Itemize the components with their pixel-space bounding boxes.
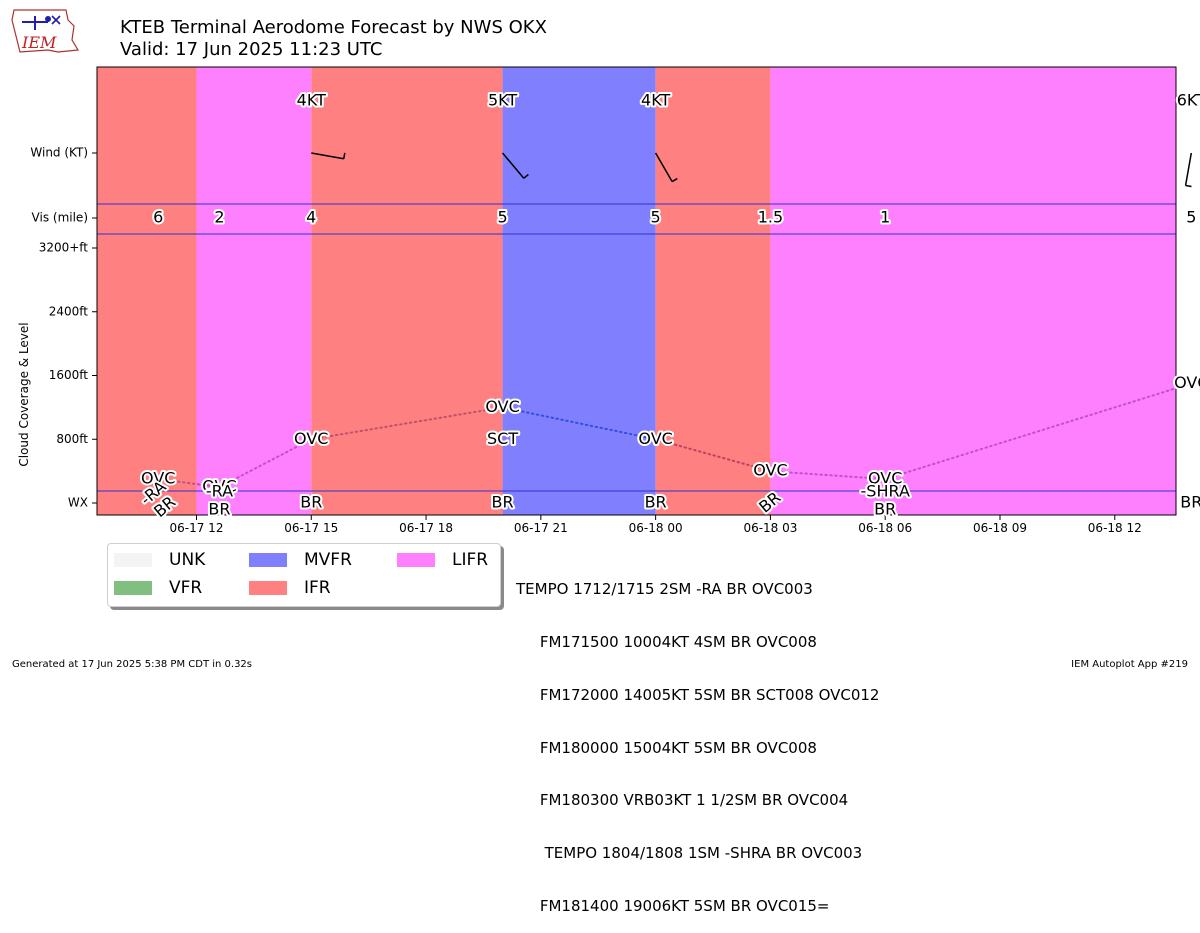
wind-speed-label: 5KT	[488, 91, 517, 110]
wind-barb-flag	[343, 152, 346, 159]
taf-line: FM180300 VRB03KT 1 1/2SM BR OVC004	[516, 791, 849, 810]
x-tick-label: 06-17 21	[514, 521, 568, 535]
wind-speed-label: 4KT	[641, 91, 670, 110]
wind-barb-flag	[523, 173, 529, 179]
taf-line: FM180000 15004KT 5SM BR OVC008	[516, 738, 817, 757]
legend-swatch-unk	[114, 553, 152, 567]
cloud-label: SCT	[487, 429, 518, 448]
cloud-level-line	[218, 438, 313, 489]
legend-label-mvfr: MVFR	[304, 550, 352, 570]
weather-label: BR	[492, 493, 514, 512]
wind-barb-flag	[1185, 184, 1192, 188]
chart-title: KTEB Terminal Aerodome Forecast by NWS O…	[120, 17, 547, 61]
vis-row-label: Vis (mile)	[32, 211, 88, 225]
visibility-label: 5	[651, 208, 661, 227]
wind-row-label: Wind (KT)	[30, 146, 88, 160]
title-line-2: Valid: 17 Jun 2025 11:23 UTC	[120, 39, 383, 60]
cloud-label: OVC	[141, 469, 175, 488]
visibility-label: 5	[497, 208, 507, 227]
weather-label: BR	[1180, 493, 1200, 512]
wind-barb-flag	[671, 177, 678, 183]
cloud-level-line	[884, 382, 1193, 481]
wind-barb	[654, 152, 673, 182]
x-tick-label: 06-17 12	[170, 521, 224, 535]
app-note: IEM Autoplot App #219	[1071, 659, 1188, 670]
visibility-label: 2	[214, 208, 224, 227]
wind-speed-label: 4KT	[297, 91, 326, 110]
wx-row-label: WX	[68, 496, 88, 510]
cloud-level-line	[501, 406, 657, 441]
taf-chart: Wind (KT) Vis (mile) WX 3200+ft 2400ft 1600ft…	[17, 66, 1200, 535]
iem-logo: IEM	[11, 9, 80, 53]
flight-category-band	[311, 67, 503, 515]
flight-category-band	[97, 67, 197, 515]
legend-label-vfr: VFR	[169, 578, 203, 598]
taf-line: FM181400 19006KT 5SM BR OVC015=	[516, 896, 830, 915]
cloud-level-line	[310, 406, 504, 441]
x-tick-label: 06-17 18	[399, 521, 453, 535]
cloud-level-line	[654, 438, 772, 473]
weather-label: BR	[645, 493, 667, 512]
legend-swatch-mvfr	[249, 553, 287, 567]
x-tick-label: 06-18 09	[973, 521, 1027, 535]
weather-label: BR	[874, 500, 896, 519]
taf-line: TEMPO 1804/1808 1SM -SHRA BR OVC003	[516, 844, 863, 863]
flight-category-band	[196, 67, 312, 515]
visibility-label: 1.5	[758, 208, 783, 227]
wind-barb	[502, 152, 525, 179]
weather-label: -RA	[206, 482, 233, 501]
cloud-label: OVC	[753, 461, 787, 480]
flight-category-band	[655, 67, 771, 515]
legend-swatch-lifr	[397, 553, 435, 567]
wind-speed-label: 6KT	[1177, 91, 1200, 110]
taf-line: TEMPO 1712/1715 2SM -RA BR OVC003	[516, 580, 813, 599]
plot-frame	[96, 66, 1177, 516]
visibility-label: 6	[153, 208, 163, 227]
taf-line: FM171500 10004KT 4SM BR OVC008	[516, 632, 817, 651]
wind-barb	[311, 152, 344, 160]
wind-barb	[1184, 152, 1193, 186]
x-tick-label: 06-18 00	[629, 521, 683, 535]
y-axis-label: Cloud Coverage & Level	[17, 322, 31, 466]
visibility-label: 1	[880, 208, 890, 227]
x-tick-label: 06-18 12	[1088, 521, 1142, 535]
cloud-label: OVC	[294, 429, 328, 448]
legend-swatch-ifr	[249, 581, 287, 595]
x-tick-label: 06-18 03	[743, 521, 797, 535]
cloud-level-line	[769, 470, 887, 481]
y-tick-label: 2400ft	[49, 304, 89, 318]
generated-note: Generated at 17 Jun 2025 5:38 PM CDT in …	[12, 659, 253, 670]
legend: UNK VFR MVFR IFR LIFR	[107, 543, 501, 607]
x-tick-label: 06-17 15	[284, 521, 338, 535]
cloud-label: OVC	[202, 477, 236, 496]
visibility-label: 4	[306, 208, 316, 227]
y-tick-label: 3200+ft	[39, 241, 89, 255]
legend-label-ifr: IFR	[304, 578, 331, 598]
weather-label: BR	[300, 493, 322, 512]
weather-label: -SHRA	[861, 482, 910, 501]
legend-label-lifr: LIFR	[452, 550, 489, 570]
legend-label-unk: UNK	[169, 550, 206, 570]
visibility-label: 5	[1186, 208, 1196, 227]
cloud-label: OVC	[638, 429, 672, 448]
cloud-label: OVC	[1174, 373, 1200, 392]
legend-swatch-vfr	[114, 581, 152, 595]
cloud-label: OVC	[485, 397, 519, 416]
cloud-level-line	[157, 478, 221, 489]
svg-text:IEM: IEM	[21, 33, 57, 52]
cloud-label: OVC	[868, 469, 902, 488]
taf-line: FM172000 14005KT 5SM BR SCT008 OVC012	[516, 685, 880, 704]
x-tick-label: 06-18 06	[858, 521, 912, 535]
weather-label: BR	[208, 500, 230, 519]
y-tick-label: 1600ft	[49, 368, 89, 382]
taf-text: TEMPO 1712/1715 2SM -RA BR OVC003 FM1715…	[516, 546, 879, 933]
flight-category-band	[770, 67, 1176, 515]
title-line-1: KTEB Terminal Aerodome Forecast by NWS O…	[120, 17, 547, 38]
flight-category-band	[502, 67, 656, 515]
y-tick-label: 800ft	[56, 432, 88, 446]
